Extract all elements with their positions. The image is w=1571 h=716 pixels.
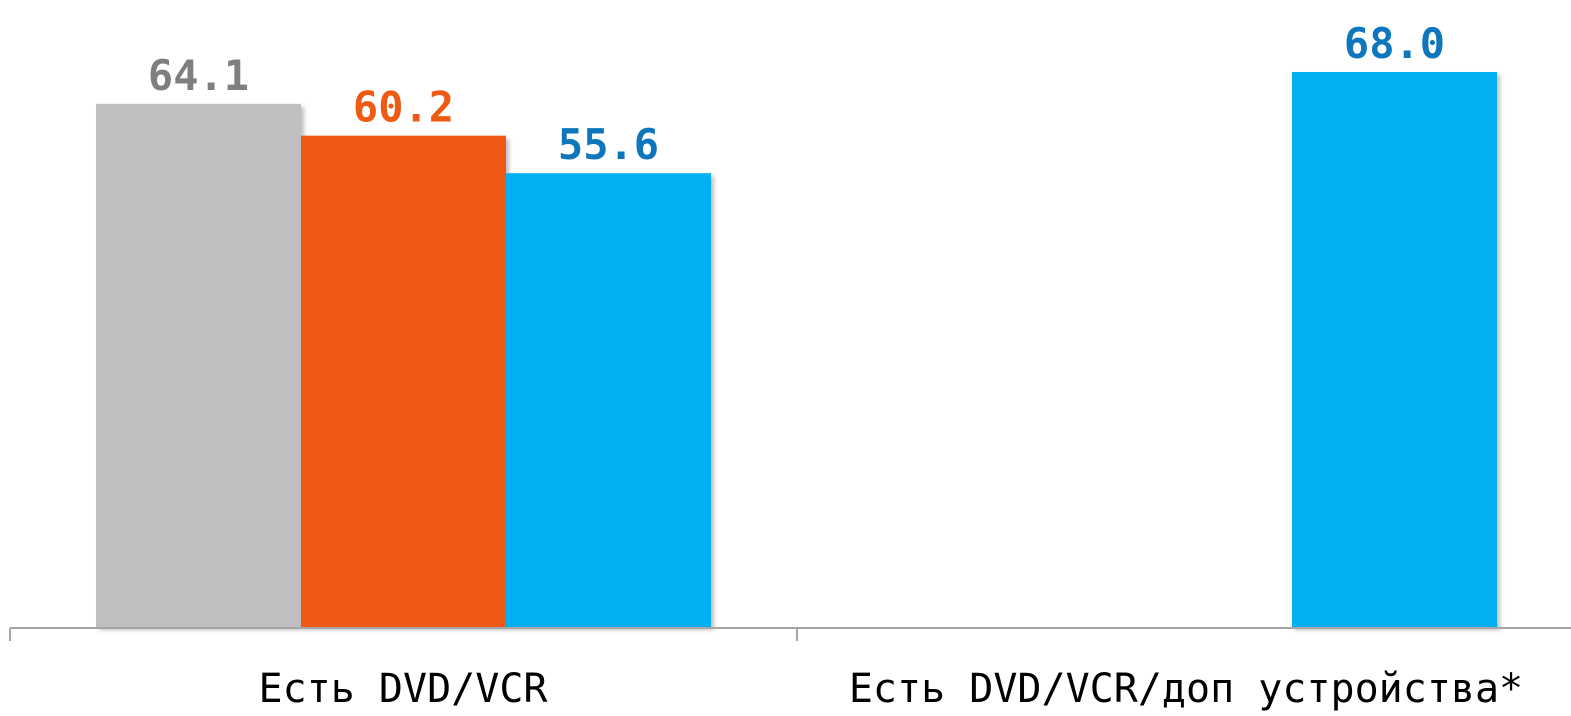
- data-label-2-1: 68.0: [1344, 19, 1445, 68]
- x-axis: Есть DVD/VCR Есть DVD/VCR/доп устройства*: [9, 627, 1571, 712]
- data-label-0-0: 64.1: [148, 51, 249, 100]
- bars-layer: [96, 72, 1497, 628]
- category-label-0: Есть DVD/VCR: [259, 666, 549, 712]
- data-label-2-0: 55.6: [558, 120, 659, 169]
- category-label-1: Есть DVD/VCR/доп устройства*: [849, 666, 1523, 712]
- bar-0-0: [96, 103, 301, 628]
- bar-2-0: [506, 173, 711, 628]
- bar-1-0: [301, 135, 506, 628]
- bar-2-1: [1292, 72, 1497, 627]
- data-label-1-0: 60.2: [353, 83, 454, 132]
- data-labels-layer: 64.1 60.2 55.6 68.0: [148, 19, 1445, 169]
